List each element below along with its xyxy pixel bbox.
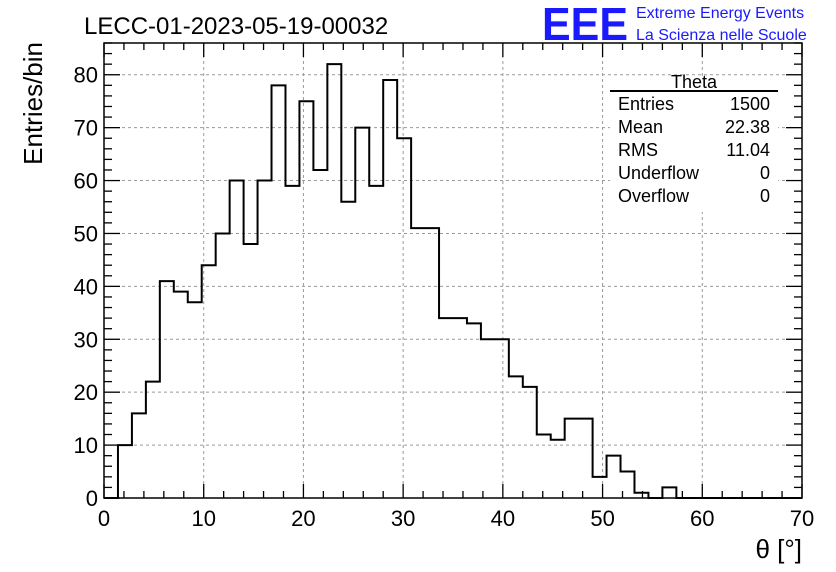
stats-row-label: RMS xyxy=(618,140,658,160)
axis-ticks xyxy=(103,42,803,499)
y-tick-label: 30 xyxy=(74,327,98,352)
x-tick-label: 10 xyxy=(191,506,215,531)
x-axis-label: θ [°] xyxy=(755,534,802,564)
x-tick-label: 70 xyxy=(790,506,814,531)
x-tick-label: 20 xyxy=(291,506,315,531)
histogram-series-line xyxy=(104,63,802,499)
stats-rows: Entries 1500 Mean 22.38 RMS 11.04 Underflow 0 Ov… xyxy=(618,94,770,206)
y-tick-label: 80 xyxy=(74,63,98,88)
eee-logo: EEE Extreme Energy Events La Scienza nel… xyxy=(542,0,807,50)
stats-row-label: Mean xyxy=(618,117,663,137)
stats-box-background xyxy=(610,78,778,212)
y-tick-label: 20 xyxy=(74,380,98,405)
y-axis-label: Entries/bin xyxy=(18,42,48,165)
y-tick-label: 70 xyxy=(74,116,98,141)
y-tick-labels: 0 10 20 30 40 50 60 70 80 xyxy=(74,63,98,511)
stats-box: Theta Entries 1500 Mean 22.38 RMS 11.04 Underf… xyxy=(610,72,778,212)
y-tick-label: 50 xyxy=(74,221,98,246)
y-tick-label: 10 xyxy=(74,433,98,458)
stats-row-value: 22.38 xyxy=(725,117,770,137)
plot-frame xyxy=(103,42,803,499)
stats-box-title: Theta xyxy=(671,72,718,92)
stats-row-value: 11.04 xyxy=(726,140,770,160)
x-tick-labels: 0 10 20 30 40 50 60 70 xyxy=(98,506,814,531)
stats-row-value: 0 xyxy=(760,186,770,206)
grid-lines xyxy=(104,43,802,498)
stats-row-value: 1500 xyxy=(730,94,770,114)
x-tick-label: 30 xyxy=(391,506,415,531)
x-tick-label: 40 xyxy=(491,506,515,531)
y-tick-label: 60 xyxy=(74,169,98,194)
eee-logo-mark: EEE xyxy=(542,0,628,50)
y-tick-label: 0 xyxy=(86,486,98,511)
x-tick-label: 60 xyxy=(690,506,714,531)
x-tick-label: 0 xyxy=(98,506,110,531)
eee-logo-line2: La Scienza nelle Scuole xyxy=(636,27,807,44)
eee-logo-line1: Extreme Energy Events xyxy=(636,5,804,22)
chart-title: LECC-01-2023-05-19-00032 xyxy=(84,13,388,40)
y-tick-label: 40 xyxy=(74,274,98,299)
stats-row-label: Overflow xyxy=(618,186,690,206)
stats-row-label: Underflow xyxy=(618,163,700,183)
x-tick-label: 50 xyxy=(590,506,614,531)
stats-row-value: 0 xyxy=(760,163,770,183)
stats-row-label: Entries xyxy=(618,94,674,114)
